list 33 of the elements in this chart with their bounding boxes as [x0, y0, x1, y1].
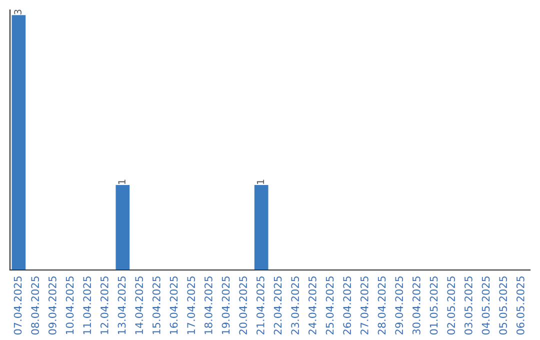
x-tick-label: 05.05.2025	[499, 276, 508, 335]
x-tick-label: 02.05.2025	[447, 276, 456, 335]
x-tick-label: 14.04.2025	[135, 276, 144, 334]
x-tick-label: 30.04.2025	[412, 276, 420, 334]
data-label: 1	[256, 180, 264, 184]
x-tick-label: 25.04.2025	[326, 276, 334, 334]
x-tick-label: 19.04.2025	[222, 276, 230, 334]
x-tick-label: 26.04.2025	[343, 276, 352, 334]
x-tick-label: 28.04.2025	[378, 276, 386, 334]
x-tick-label: 18.04.2025	[204, 276, 212, 334]
data-label: 1	[118, 180, 126, 184]
x-tick-label: 27.04.2025	[360, 276, 368, 334]
x-tick-label: 06.05.2025	[516, 276, 524, 335]
x-tick-label: 12.04.2025	[100, 276, 108, 334]
x-tick-label: 09.04.2025	[48, 276, 56, 335]
x-tick-label: 01.05.2025	[430, 276, 438, 335]
x-tick-label: 07.04.2025	[14, 276, 22, 335]
x-tick-label: 22.04.2025	[274, 276, 282, 334]
x-tick-label: 08.04.2025	[31, 276, 40, 335]
x-tick-label: 13.04.2025	[118, 276, 126, 334]
x-tick-label: 24.04.2025	[308, 276, 316, 334]
x-tick-label: 20.04.2025	[239, 276, 248, 334]
x-tick-label: 21.04.2025	[256, 276, 264, 334]
x-tick-label: 16.04.2025	[170, 276, 178, 334]
x-tick-label: 03.05.2025	[464, 276, 472, 335]
x-tick-label: 15.04.2025	[152, 276, 160, 334]
data-label: 3	[14, 10, 22, 14]
x-tick-label: 10.04.2025	[66, 276, 74, 334]
x-tick-label: 04.05.2025	[482, 276, 490, 335]
x-tick-label: 17.04.2025	[187, 276, 196, 334]
x-tick-label: 23.04.2025	[291, 276, 300, 334]
x-tick-label: 29.04.2025	[395, 276, 404, 334]
x-tick-label: 11.04.2025	[83, 276, 92, 334]
